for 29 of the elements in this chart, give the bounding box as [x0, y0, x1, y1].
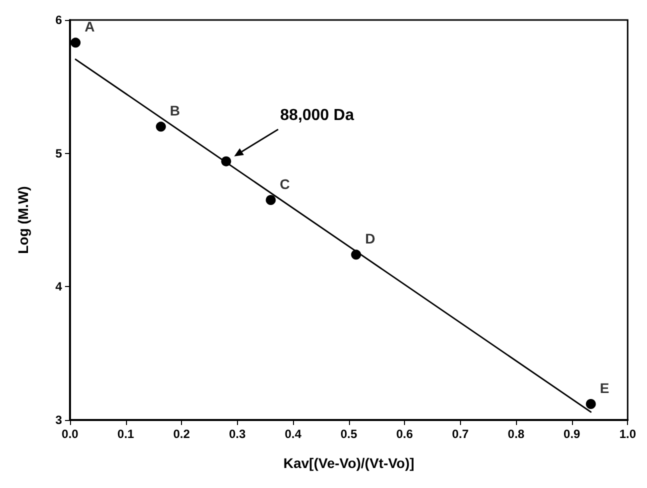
- x-tick-label: 0.8: [508, 427, 525, 441]
- point: [351, 250, 362, 260]
- annotation: A: [84, 18, 95, 35]
- y-tick-label: 3: [55, 413, 62, 427]
- annotation: D: [365, 230, 376, 247]
- x-tick-label: 0.3: [228, 427, 246, 441]
- annotation: E: [600, 380, 610, 396]
- x-tick-label: 0.5: [340, 427, 358, 441]
- annotation: C: [280, 176, 290, 192]
- point: [266, 195, 276, 205]
- x-tick-label: 0.9: [564, 427, 581, 441]
- x-tick-label: 0.2: [173, 427, 190, 441]
- x-tick-label: 0.4: [284, 427, 302, 441]
- x-tick-label: 0.6: [396, 427, 414, 441]
- x-axis-title: Kav[(Ve-Vo)/(Vt-Vo)]: [283, 455, 414, 471]
- annotation: 88,000 Da: [280, 106, 354, 124]
- x-tick-label: 0.1: [117, 427, 134, 441]
- point: [221, 156, 232, 166]
- y-tick-label: 4: [55, 280, 62, 294]
- y-tick-label: 6: [55, 13, 62, 27]
- x-tick-label: 0.0: [62, 427, 79, 441]
- point: [70, 38, 81, 48]
- x-tick-label: 0.7: [452, 427, 470, 441]
- annotation: B: [170, 102, 180, 119]
- x-tick-label: 1.0: [619, 427, 636, 441]
- point: [586, 399, 596, 409]
- y-tick-label: 5: [55, 146, 62, 160]
- point: [156, 122, 166, 132]
- y-axis-title: Log (M.W): [15, 186, 31, 254]
